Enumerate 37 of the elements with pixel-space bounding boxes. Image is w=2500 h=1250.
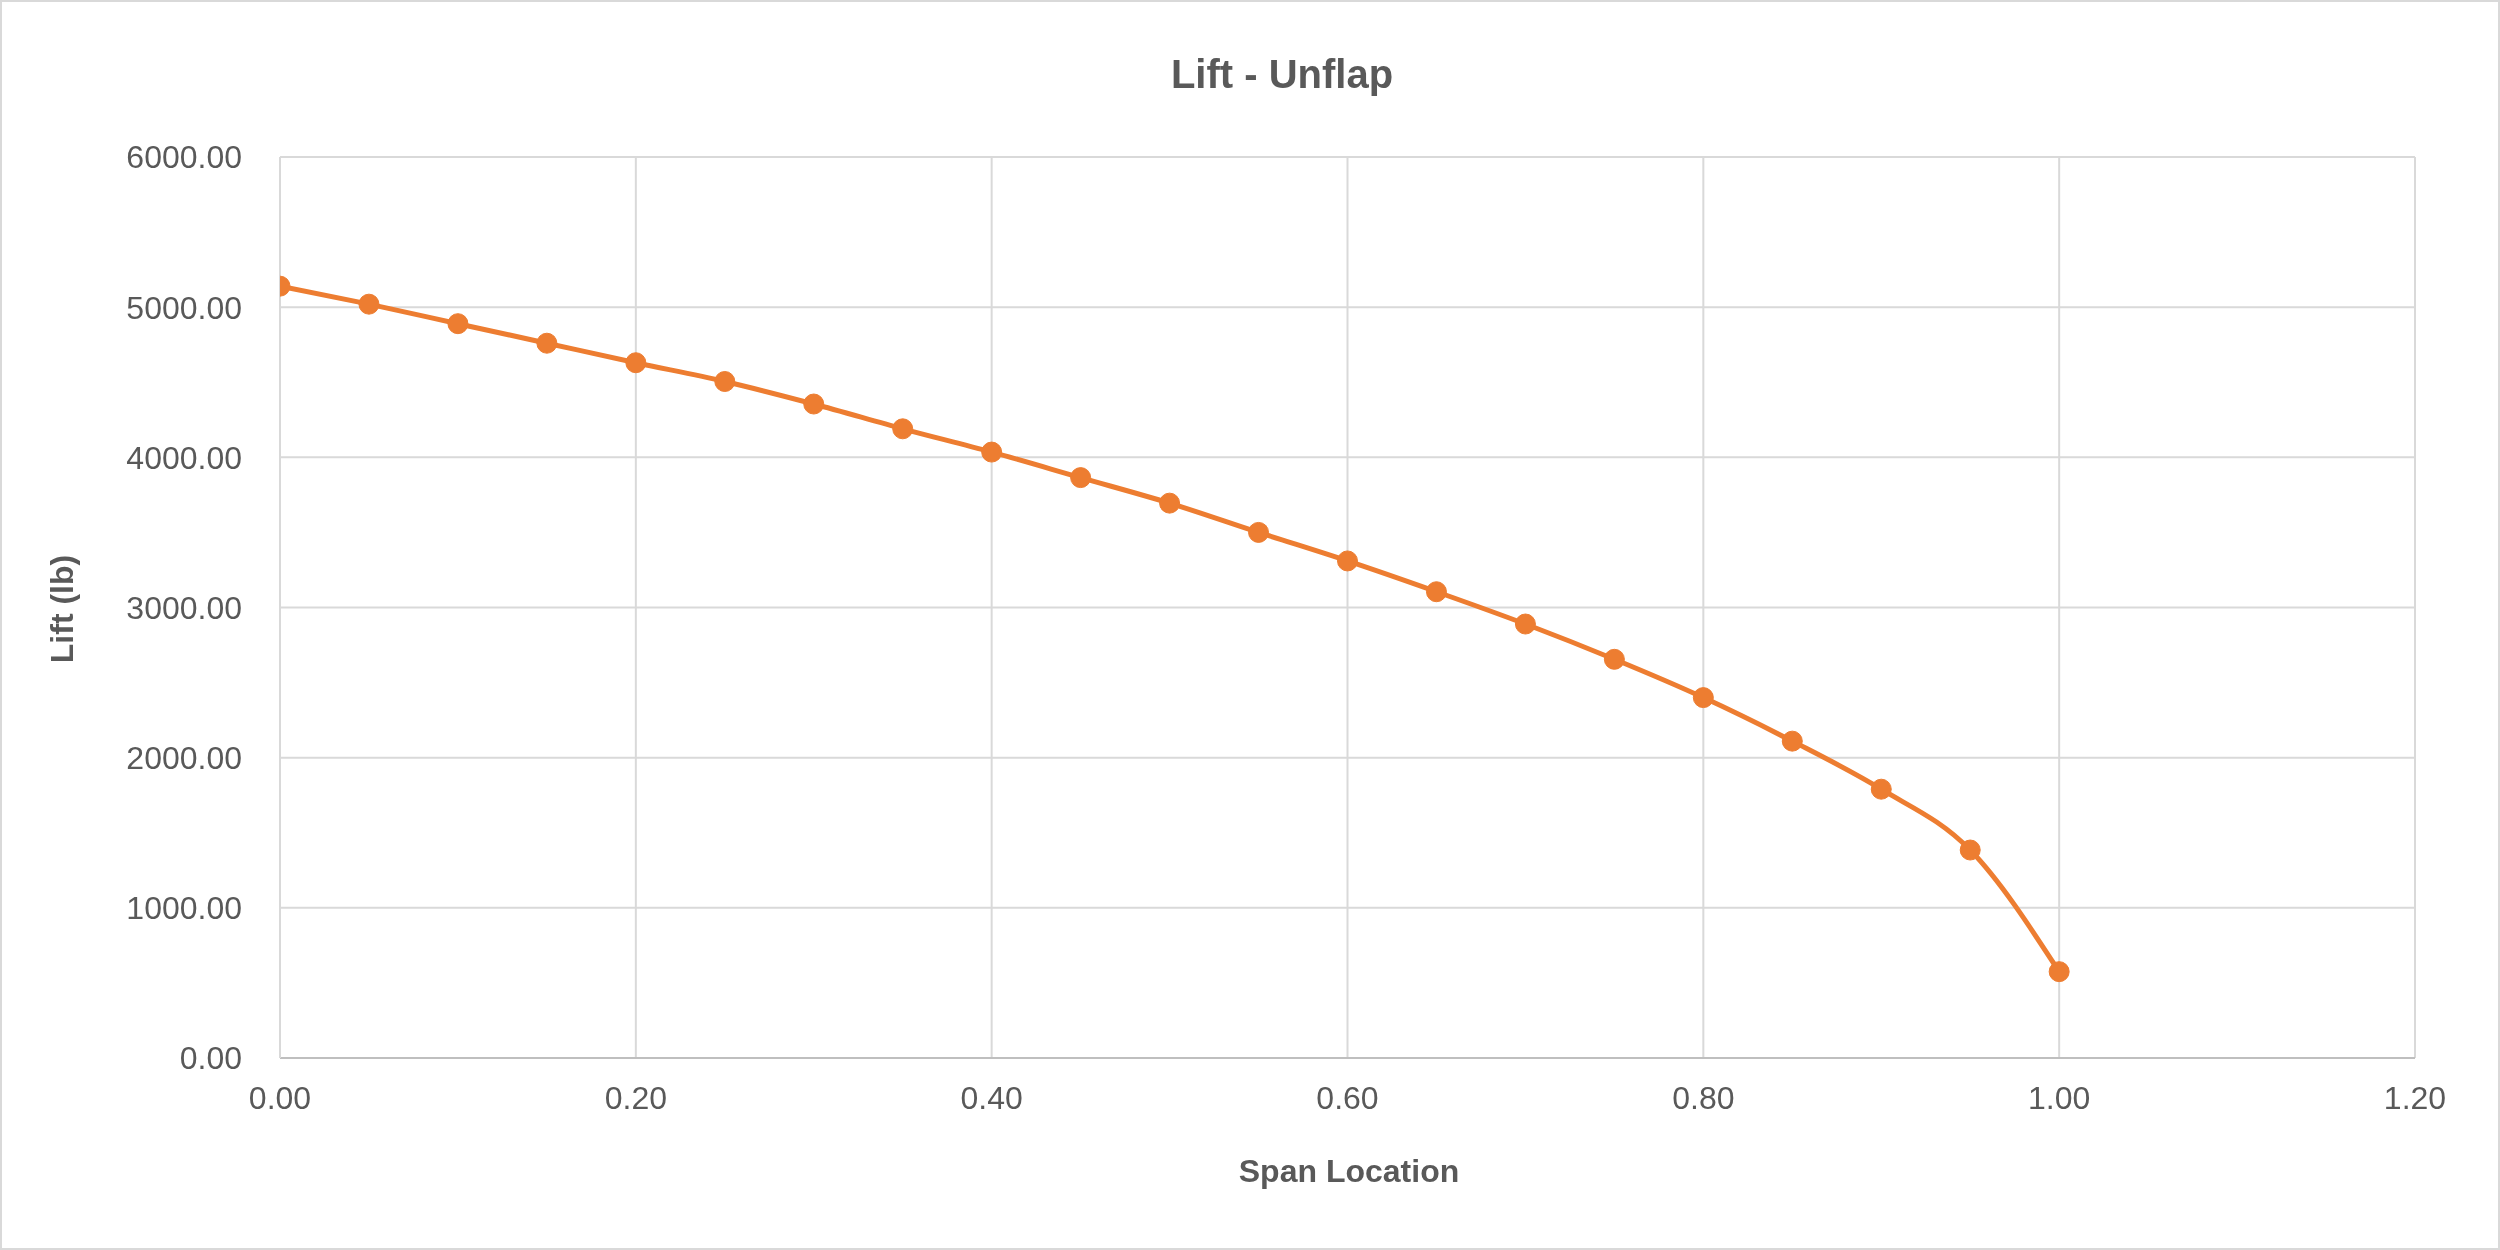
x-tick-label: 0.20	[604, 1079, 667, 1116]
point	[1070, 467, 1092, 489]
x-tick-label: 0.60	[1316, 1079, 1379, 1116]
y-tick-label: 6000.00	[126, 139, 242, 176]
y-tick-label: 2000.00	[126, 740, 242, 777]
y-tick-label: 4000.00	[126, 439, 242, 476]
point	[1870, 778, 1892, 800]
point	[981, 441, 1003, 463]
x-tick-label: 1.20	[2383, 1079, 2447, 1116]
x-tick-label: 0.40	[960, 1079, 1023, 1116]
point	[1337, 550, 1358, 572]
point	[536, 332, 558, 354]
y-axis-title: Lift (lb)	[44, 554, 80, 664]
y-tick-label: 1000.00	[126, 890, 242, 927]
point	[1248, 521, 1270, 543]
y-tick-label: 5000.00	[126, 289, 242, 326]
point	[803, 393, 825, 415]
point	[625, 352, 647, 374]
point	[1603, 648, 1625, 670]
point	[358, 293, 380, 315]
x-tick-label: 1.00	[2028, 1079, 2091, 1116]
point	[714, 371, 736, 392]
point	[1159, 492, 1181, 514]
chart-title: Lift - Unflap	[1170, 52, 1394, 96]
point	[1425, 581, 1447, 603]
x-tick-label: 0.80	[1672, 1079, 1735, 1116]
point	[447, 313, 469, 335]
y-tick-label: 0.00	[179, 1040, 242, 1077]
point	[1692, 687, 1714, 709]
x-tick-label: 0.00	[248, 1079, 312, 1116]
point	[1959, 839, 1981, 861]
point	[892, 418, 914, 440]
x-axis-title: Span Location	[1238, 1153, 1460, 1189]
point	[1781, 730, 1803, 752]
y-tick-label: 3000.00	[126, 589, 242, 626]
point	[2048, 961, 2070, 983]
point	[1514, 613, 1536, 635]
